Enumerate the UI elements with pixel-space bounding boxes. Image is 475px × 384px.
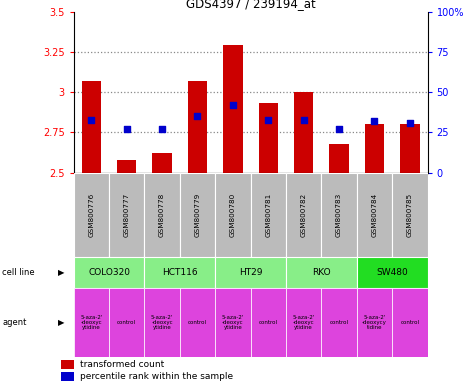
Bar [82, 81, 101, 173]
Text: GSM800778: GSM800778 [159, 193, 165, 237]
Point [158, 126, 166, 132]
Text: GSM800781: GSM800781 [265, 193, 271, 237]
Bar [357, 173, 392, 257]
Point [123, 126, 131, 132]
Bar [180, 288, 215, 357]
Bar [74, 288, 109, 357]
Bar [188, 81, 207, 173]
Bar [74, 257, 144, 288]
Bar [294, 92, 314, 173]
Bar [152, 154, 172, 173]
Text: 5-aza-2'
-deoxyc
ytidine: 5-aza-2' -deoxyc ytidine [222, 314, 244, 331]
Text: cell line: cell line [2, 268, 35, 277]
Text: percentile rank within the sample: percentile rank within the sample [80, 372, 233, 381]
Bar [180, 173, 215, 257]
Bar [258, 103, 278, 173]
Bar [392, 173, 428, 257]
Bar [117, 160, 136, 173]
Text: 5-aza-2'
-deoxyc
ytidine: 5-aza-2' -deoxyc ytidine [293, 314, 315, 331]
Bar [109, 288, 144, 357]
Point [370, 118, 378, 124]
Text: GSM800783: GSM800783 [336, 193, 342, 237]
Text: COLO320: COLO320 [88, 268, 130, 277]
Text: agent: agent [2, 318, 27, 327]
Bar [251, 173, 286, 257]
Text: HT29: HT29 [239, 268, 262, 277]
Text: GSM800782: GSM800782 [301, 193, 307, 237]
Bar [400, 124, 419, 173]
Text: RKO: RKO [312, 268, 331, 277]
Text: ▶: ▶ [58, 318, 65, 327]
Text: control: control [259, 320, 278, 325]
Text: control: control [117, 320, 136, 325]
Bar [286, 257, 357, 288]
Text: control: control [330, 320, 349, 325]
Point [87, 116, 95, 122]
Bar [215, 257, 286, 288]
Text: ▶: ▶ [58, 268, 65, 277]
Bar [215, 288, 251, 357]
Bar [109, 173, 144, 257]
Bar [223, 45, 243, 173]
Bar [215, 173, 251, 257]
Bar [74, 173, 109, 257]
Bar [392, 288, 428, 357]
Text: GSM800776: GSM800776 [88, 193, 95, 237]
Bar [286, 288, 322, 357]
Bar [321, 288, 357, 357]
Text: GSM800777: GSM800777 [124, 193, 130, 237]
Bar [61, 360, 74, 369]
Text: 5-aza-2'
-deoxycy
tidine: 5-aza-2' -deoxycy tidine [362, 314, 387, 331]
Bar [144, 288, 180, 357]
Bar [61, 372, 74, 381]
Point [194, 113, 201, 119]
Point [265, 116, 272, 122]
Text: SW480: SW480 [376, 268, 408, 277]
Text: HCT116: HCT116 [162, 268, 198, 277]
Text: GSM800785: GSM800785 [407, 193, 413, 237]
Point [229, 102, 237, 108]
Text: GSM800779: GSM800779 [194, 193, 200, 237]
Text: GSM800784: GSM800784 [371, 193, 378, 237]
Bar [286, 173, 322, 257]
Point [406, 120, 414, 126]
Bar [144, 173, 180, 257]
Bar [357, 288, 392, 357]
Bar [321, 173, 357, 257]
Text: 5-aza-2'
-deoxyc
ytidine: 5-aza-2' -deoxyc ytidine [80, 314, 103, 331]
Point [335, 126, 343, 132]
Text: transformed count: transformed count [80, 360, 164, 369]
Bar [251, 288, 286, 357]
Bar [144, 257, 215, 288]
Bar [365, 124, 384, 173]
Title: GDS4397 / 239194_at: GDS4397 / 239194_at [186, 0, 315, 10]
Bar [357, 257, 428, 288]
Point [300, 116, 307, 122]
Text: control: control [188, 320, 207, 325]
Text: GSM800780: GSM800780 [230, 193, 236, 237]
Text: control: control [400, 320, 419, 325]
Bar [329, 144, 349, 173]
Text: 5-aza-2'
-deoxyc
ytidine: 5-aza-2' -deoxyc ytidine [151, 314, 173, 331]
